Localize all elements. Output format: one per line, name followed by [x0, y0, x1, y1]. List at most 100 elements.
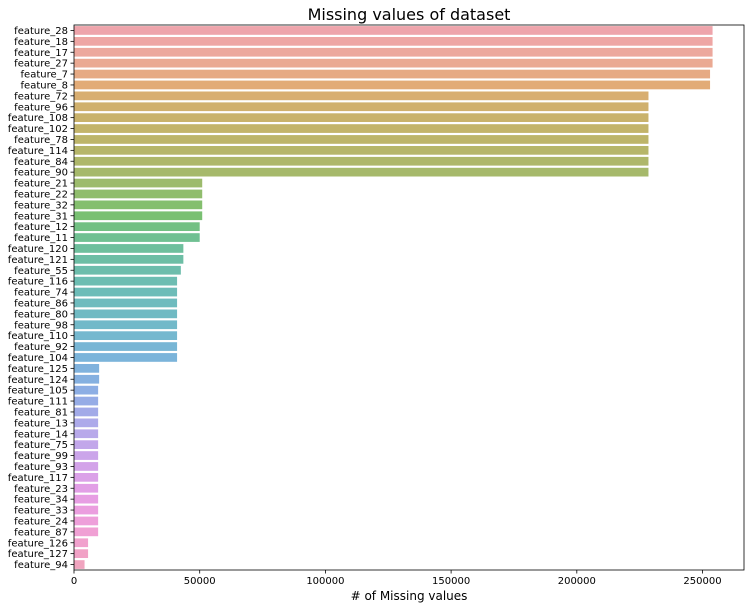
y-tick-label: feature_120	[8, 244, 68, 255]
chart-title: Missing values of dataset	[308, 5, 511, 24]
y-tick-label: feature_105	[8, 386, 68, 397]
bar-feature_125	[74, 363, 100, 373]
y-tick-label: feature_98	[14, 320, 68, 331]
y-tick-label: feature_84	[14, 157, 68, 168]
y-axis-ticks: feature_28feature_18feature_17feature_27…	[8, 26, 74, 571]
bar-feature_55	[74, 265, 181, 275]
bar-feature_28	[74, 26, 713, 35]
x-axis-label: # of Missing values	[351, 589, 468, 603]
bar-feature_74	[74, 287, 178, 297]
y-tick-label: feature_21	[14, 179, 68, 190]
bar-feature_92	[74, 342, 178, 351]
bar-feature_11	[74, 233, 200, 242]
y-tick-label: feature_74	[14, 288, 68, 299]
bar-feature_110	[74, 331, 178, 341]
y-tick-label: feature_14	[14, 429, 68, 440]
y-tick-label: feature_94	[14, 560, 68, 571]
bar-feature_90	[74, 167, 649, 177]
y-tick-label: feature_28	[14, 26, 68, 37]
y-tick-label: feature_81	[14, 407, 68, 418]
bar-feature_99	[74, 451, 99, 460]
bar-feature_126	[74, 538, 89, 548]
bar-feature_116	[74, 276, 178, 286]
y-tick-label: feature_114	[8, 146, 68, 157]
y-tick-label: feature_7	[21, 70, 68, 81]
bar-feature_121	[74, 254, 184, 264]
bar-feature_105	[74, 385, 99, 395]
y-tick-label: feature_12	[14, 222, 68, 233]
bar-feature_104	[74, 353, 178, 362]
bar-feature_23	[74, 483, 99, 493]
y-tick-label: feature_93	[14, 462, 68, 473]
x-tick-label: 100000	[306, 576, 344, 587]
x-tick-label: 200000	[558, 576, 596, 587]
y-tick-label: feature_24	[14, 516, 68, 527]
y-tick-label: feature_17	[14, 48, 68, 59]
bar-feature_78	[74, 135, 649, 144]
y-tick-label: feature_13	[14, 418, 68, 429]
y-tick-label: feature_108	[8, 113, 68, 124]
bar-feature_18	[74, 36, 713, 46]
bar-feature_12	[74, 222, 200, 232]
bar-feature_34	[74, 494, 99, 504]
bar-feature_21	[74, 178, 203, 188]
y-tick-label: feature_80	[14, 309, 68, 320]
bar-feature_17	[74, 47, 713, 57]
bar-feature_80	[74, 309, 178, 319]
bar-feature_8	[74, 80, 711, 90]
y-tick-label: feature_31	[14, 211, 68, 222]
y-tick-label: feature_117	[8, 473, 68, 484]
y-tick-label: feature_18	[14, 37, 68, 48]
bar-feature_84	[74, 156, 649, 166]
bar-feature_120	[74, 244, 184, 253]
x-axis-ticks: 0 50000 100000 150000 200000 250000	[71, 570, 722, 587]
bar-feature_32	[74, 200, 203, 210]
y-tick-label: feature_23	[14, 484, 68, 495]
bar-feature_93	[74, 462, 99, 471]
bar-feature_98	[74, 320, 178, 330]
y-tick-label: feature_32	[14, 200, 68, 211]
y-tick-label: feature_27	[14, 59, 68, 70]
bars-group	[74, 26, 713, 569]
bar-feature_86	[74, 298, 178, 308]
bar-feature_108	[74, 113, 649, 123]
y-tick-label: feature_121	[8, 255, 68, 266]
bar-feature_114	[74, 145, 649, 155]
bar-feature_102	[74, 124, 649, 133]
bar-feature_14	[74, 429, 99, 439]
bar-feature_24	[74, 516, 99, 526]
bar-feature_124	[74, 374, 100, 384]
y-tick-label: feature_104	[8, 353, 68, 364]
bar-feature_13	[74, 418, 99, 428]
y-tick-label: feature_78	[14, 135, 68, 146]
bar-feature_7	[74, 69, 711, 79]
y-tick-label: feature_110	[8, 331, 68, 342]
plot-frame	[73, 24, 745, 571]
bar-feature_96	[74, 102, 649, 112]
y-tick-label: feature_55	[14, 266, 68, 277]
bar-feature_127	[74, 549, 89, 559]
bar-feature_87	[74, 527, 99, 537]
y-tick-label: feature_72	[14, 91, 68, 102]
bar-feature_75	[74, 440, 99, 450]
y-tick-label: feature_99	[14, 451, 68, 462]
y-tick-label: feature_124	[8, 375, 68, 386]
y-tick-label: feature_22	[14, 189, 68, 200]
x-tick-label: 250000	[683, 576, 721, 587]
bar-feature_94	[74, 560, 85, 569]
y-tick-label: feature_8	[21, 80, 68, 91]
y-tick-label: feature_11	[14, 233, 68, 244]
bar-feature_33	[74, 505, 99, 515]
y-tick-label: feature_33	[14, 506, 68, 517]
x-tick-label: 0	[71, 576, 77, 587]
bar-feature_22	[74, 189, 203, 199]
y-tick-label: feature_92	[14, 342, 68, 353]
x-tick-label: 50000	[184, 576, 216, 587]
bar-feature_27	[74, 58, 713, 68]
y-tick-label: feature_126	[8, 538, 68, 549]
y-tick-label: feature_34	[14, 495, 68, 506]
y-tick-label: feature_75	[14, 440, 68, 451]
y-tick-label: feature_90	[14, 168, 68, 179]
